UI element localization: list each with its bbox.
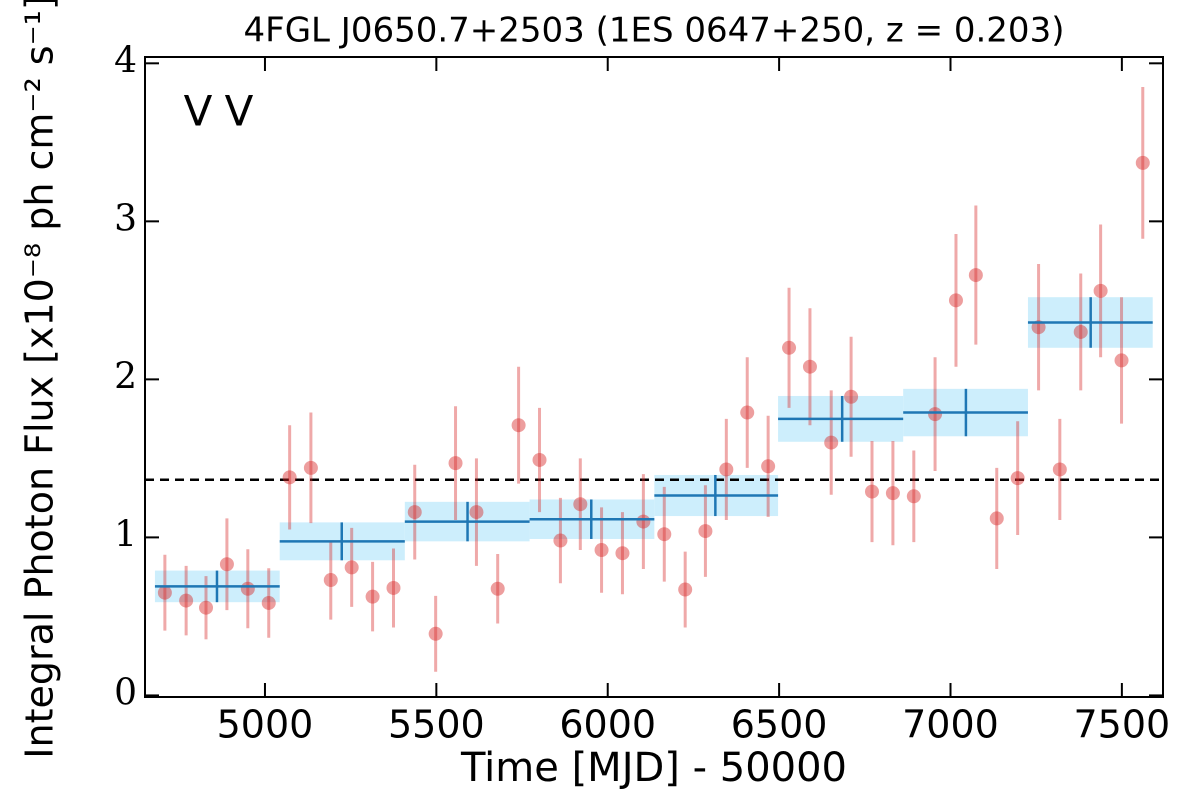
point (906, 489, 921, 504)
point (968, 268, 983, 283)
x-tick-label: 6000 (559, 703, 656, 747)
point (1073, 324, 1088, 339)
point (719, 462, 734, 477)
point (1010, 471, 1025, 486)
y-tick-label: 3 (114, 198, 137, 239)
x-tick-label: 7000 (902, 703, 999, 747)
point (407, 505, 422, 520)
point (885, 486, 900, 501)
x-axis-label: Time [MJD] - 50000 (460, 745, 847, 791)
point (282, 470, 297, 485)
x-tick-label: 5500 (388, 703, 485, 747)
point (928, 407, 943, 422)
point (490, 581, 505, 596)
point (469, 505, 484, 520)
point (428, 626, 443, 641)
point (678, 582, 693, 597)
point (844, 389, 859, 404)
point (199, 600, 214, 615)
point (365, 589, 380, 604)
point (1052, 462, 1067, 477)
point (761, 459, 776, 474)
point (782, 340, 797, 355)
point (824, 435, 839, 450)
point (948, 293, 963, 308)
point (344, 560, 359, 575)
point (594, 543, 609, 558)
point (179, 593, 194, 608)
point (157, 585, 172, 600)
point (386, 580, 401, 595)
point (323, 573, 338, 588)
y-tick-label: 1 (114, 514, 137, 555)
plot-frame (144, 56, 1164, 698)
point (1114, 353, 1129, 368)
y-tick-label: 4 (114, 40, 137, 81)
point (303, 460, 318, 475)
x-tick-label: 7500 (1074, 703, 1171, 747)
point (532, 452, 547, 467)
legend-entry: V (184, 87, 213, 136)
point (740, 405, 755, 420)
x-tick-label: 6500 (731, 703, 828, 747)
point (1135, 155, 1150, 170)
point (864, 484, 879, 499)
x-tick-label: 5000 (217, 703, 314, 747)
point (636, 514, 651, 529)
point (261, 595, 276, 610)
legend-entry: V (225, 87, 254, 136)
point (511, 418, 526, 433)
point (240, 581, 255, 596)
point (989, 511, 1004, 526)
y-axis-label: Integral Photon Flux [x10⁻⁸ ph cm⁻² s⁻¹] (18, 0, 62, 759)
point (615, 546, 630, 561)
y-tick-label: 0 (114, 672, 137, 713)
point (802, 359, 817, 374)
chart-title: 4FGL J0650.7+2503 (1ES 0647+250, z = 0.2… (244, 11, 1065, 51)
point (657, 527, 672, 542)
point (698, 524, 713, 539)
point (553, 533, 568, 548)
point (1093, 283, 1108, 298)
point (219, 557, 234, 572)
point (448, 456, 463, 471)
y-tick-label: 2 (114, 356, 137, 397)
point (573, 497, 588, 512)
